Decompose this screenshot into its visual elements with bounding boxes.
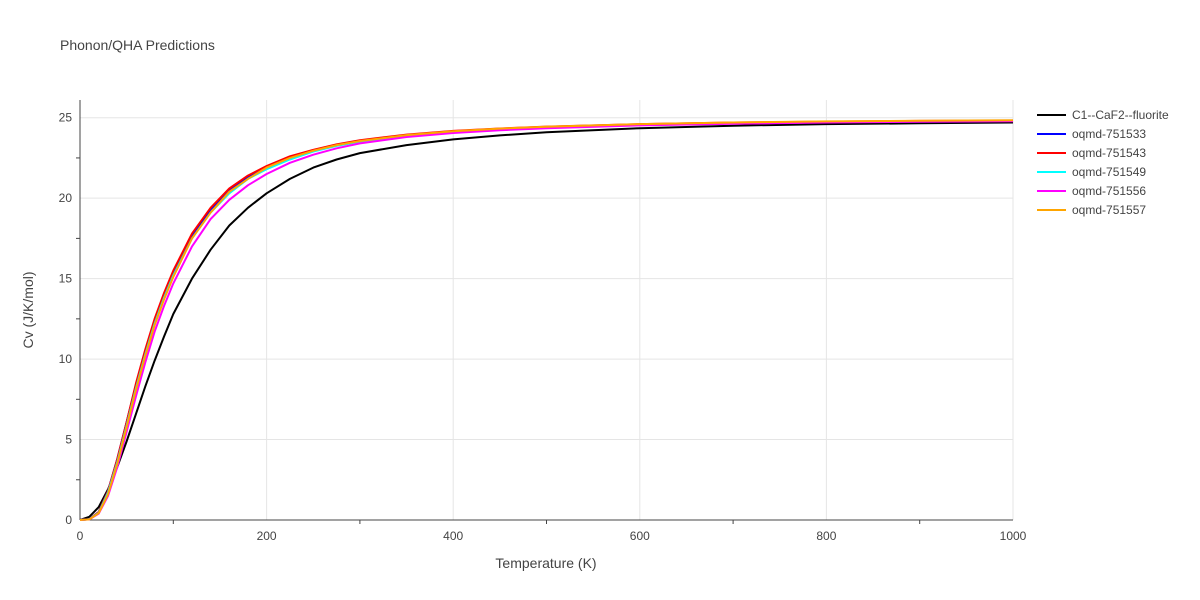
x-tick-label: 200 <box>257 529 277 543</box>
legend[interactable]: C1--CaF2--fluorite oqmd-751533 oqmd-751543… <box>1037 108 1169 217</box>
y-ticks: 0 5 10 15 20 25 <box>59 111 80 527</box>
x-axis-title: Temperature (K) <box>495 555 596 571</box>
series-line-oqmd-751533 <box>79 119 1014 521</box>
y-tick-label: 10 <box>59 352 73 366</box>
y-tick-label: 5 <box>65 433 72 447</box>
legend-label[interactable]: oqmd-751533 <box>1072 127 1146 141</box>
x-tick-label: 800 <box>816 529 836 543</box>
chart-title: Phonon/QHA Predictions <box>60 37 215 53</box>
y-tick-label: 20 <box>59 191 73 205</box>
legend-label[interactable]: oqmd-751557 <box>1072 203 1146 217</box>
legend-label[interactable]: oqmd-751556 <box>1072 184 1146 198</box>
y-tick-label: 25 <box>59 111 73 125</box>
series-line-oqmd-751543 <box>79 119 1014 521</box>
x-tick-label: 1000 <box>1000 529 1027 543</box>
x-tick-label: 600 <box>630 529 650 543</box>
y-tick-label: 0 <box>65 513 72 527</box>
grid <box>80 100 1014 520</box>
legend-label[interactable]: oqmd-751543 <box>1072 146 1146 160</box>
x-ticks: 0 200 400 600 800 1000 <box>77 520 1027 543</box>
x-tick-label: 0 <box>77 529 84 543</box>
series-line-oqmd-751549 <box>79 119 1014 521</box>
plot-area <box>79 119 1014 521</box>
axes <box>79 100 1013 521</box>
y-tick-label: 15 <box>59 272 73 286</box>
legend-label[interactable]: C1--CaF2--fluorite <box>1072 108 1169 122</box>
series-line-C1--CaF2--fluorite <box>79 121 1014 521</box>
x-tick-label: 400 <box>443 529 463 543</box>
legend-label[interactable]: oqmd-751549 <box>1072 165 1146 179</box>
series-line-oqmd-751557 <box>79 119 1014 521</box>
series-line-oqmd-751556 <box>79 120 1014 521</box>
y-axis-title: Cv (J/K/mol) <box>20 272 36 349</box>
